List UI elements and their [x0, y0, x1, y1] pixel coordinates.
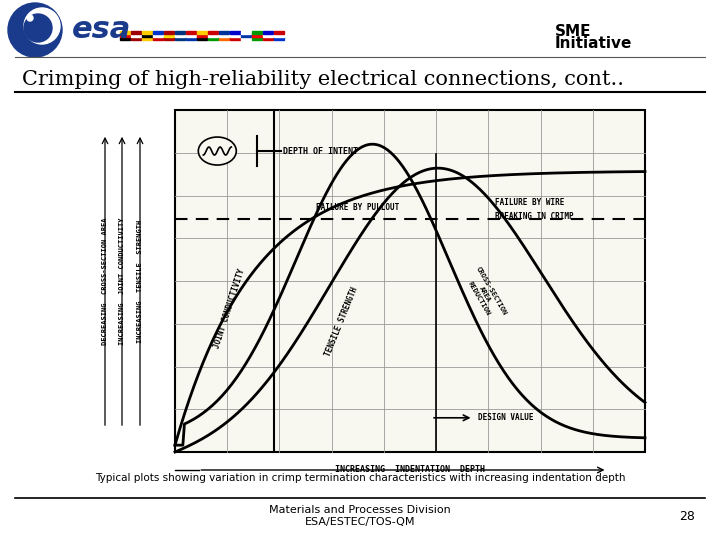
Bar: [131, 34, 141, 37]
Bar: [186, 37, 196, 40]
Bar: [219, 31, 229, 34]
Bar: [131, 31, 141, 34]
Text: FAILURE BY WIRE: FAILURE BY WIRE: [495, 198, 564, 207]
Bar: [208, 34, 218, 37]
Text: FAILURE BY PULLOUT: FAILURE BY PULLOUT: [316, 203, 400, 212]
Bar: [120, 37, 130, 40]
Bar: [208, 37, 218, 40]
Bar: [164, 34, 174, 37]
Text: Typical plots showing variation in crimp termination characteristics with increa: Typical plots showing variation in crimp…: [95, 473, 625, 483]
Text: DEPTH OF INTENT: DEPTH OF INTENT: [283, 146, 358, 156]
Bar: [142, 37, 152, 40]
Text: Crimping of high-reliability electrical connections, cont..: Crimping of high-reliability electrical …: [22, 70, 624, 89]
Text: esa: esa: [72, 16, 131, 44]
Bar: [153, 37, 163, 40]
Bar: [164, 31, 174, 34]
Text: BREAKING IN CRIMP: BREAKING IN CRIMP: [495, 212, 573, 220]
Circle shape: [27, 15, 33, 21]
Bar: [153, 31, 163, 34]
Bar: [263, 34, 273, 37]
Bar: [274, 31, 284, 34]
Bar: [175, 31, 185, 34]
Bar: [208, 31, 218, 34]
Bar: [186, 31, 196, 34]
Bar: [241, 34, 251, 37]
Bar: [197, 34, 207, 37]
Text: Initiative: Initiative: [555, 37, 632, 51]
Bar: [175, 110, 645, 452]
Bar: [164, 37, 174, 40]
Bar: [263, 37, 273, 40]
Text: INCREASING  INDENTATION  DEPTH: INCREASING INDENTATION DEPTH: [335, 465, 485, 475]
Text: JOINT CONDUCTIVITY: JOINT CONDUCTIVITY: [212, 267, 246, 349]
Bar: [252, 37, 262, 40]
Bar: [274, 37, 284, 40]
Bar: [274, 34, 284, 37]
Ellipse shape: [198, 137, 236, 165]
Text: INCREASING  JOINT CONDUCTIVITY: INCREASING JOINT CONDUCTIVITY: [119, 217, 125, 345]
Bar: [197, 37, 207, 40]
Circle shape: [24, 14, 52, 42]
Bar: [197, 31, 207, 34]
Bar: [131, 37, 141, 40]
Circle shape: [8, 3, 62, 57]
Bar: [230, 31, 240, 34]
Bar: [175, 37, 185, 40]
Bar: [230, 34, 240, 37]
Text: CROSS-SECTION
AREA
REDUCTION: CROSS-SECTION AREA REDUCTION: [463, 266, 508, 323]
Bar: [153, 34, 163, 37]
Text: ESA/ESTEC/TOS-QM: ESA/ESTEC/TOS-QM: [305, 517, 415, 527]
Text: DECREASING  CROSS-SECTION AREA: DECREASING CROSS-SECTION AREA: [102, 217, 108, 345]
Bar: [219, 37, 229, 40]
Circle shape: [24, 8, 60, 44]
Text: 28: 28: [679, 510, 695, 523]
Text: SME: SME: [555, 24, 592, 39]
Bar: [219, 34, 229, 37]
Bar: [175, 34, 185, 37]
Bar: [263, 31, 273, 34]
Bar: [186, 34, 196, 37]
Bar: [120, 34, 130, 37]
Bar: [241, 31, 251, 34]
Text: TENSILE STRENGTH: TENSILE STRENGTH: [324, 286, 360, 358]
Bar: [142, 34, 152, 37]
Text: Materials and Processes Division: Materials and Processes Division: [269, 505, 451, 515]
Bar: [252, 31, 262, 34]
Bar: [252, 34, 262, 37]
Bar: [230, 37, 240, 40]
Bar: [241, 37, 251, 40]
Text: DESIGN VALUE: DESIGN VALUE: [478, 413, 534, 422]
Bar: [120, 31, 130, 34]
Bar: [142, 31, 152, 34]
Text: INCREASING  TENSILE  STRENGTH: INCREASING TENSILE STRENGTH: [137, 219, 143, 342]
